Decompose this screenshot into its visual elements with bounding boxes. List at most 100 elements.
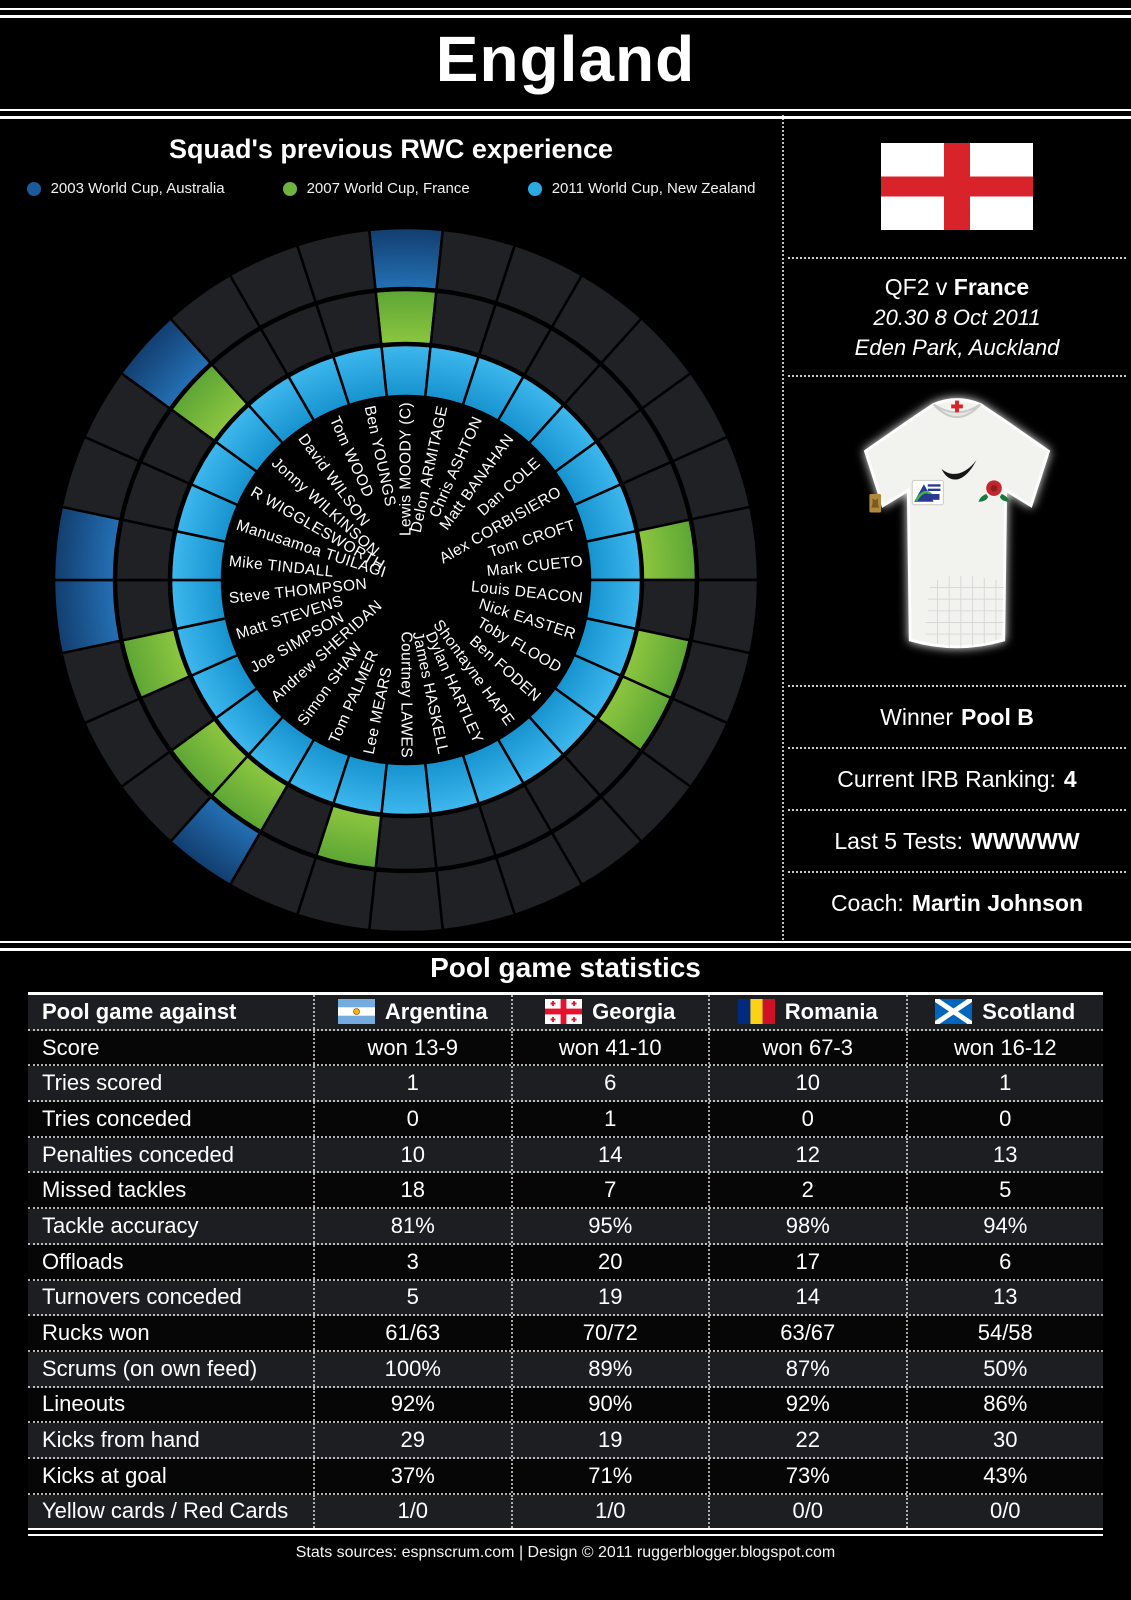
stat-value: 43%: [905, 1458, 1104, 1493]
england-flag: [881, 142, 1033, 230]
stat-value: 30: [905, 1423, 1104, 1457]
table-row: Missed tackles 18 7 2 5: [28, 1173, 1103, 1210]
stat-value: 50%: [905, 1351, 1104, 1386]
stat-label: Scrums (on own feed): [42, 1355, 258, 1381]
stat-value: won 67-3: [708, 1030, 906, 1065]
winner-label: Winner: [880, 703, 953, 730]
stat-value: 73%: [708, 1458, 906, 1493]
winner-value: Pool B: [961, 703, 1034, 730]
stat-value: 6: [905, 1244, 1104, 1279]
stat-value: 19: [510, 1423, 709, 1457]
georgia-flag-icon: [545, 999, 583, 1025]
table-row: Penalties conceded 10 14 12 13: [28, 1137, 1104, 1174]
stat-value: 29: [313, 1423, 511, 1457]
tests-value: WWWWW: [971, 827, 1080, 854]
scotland-flag-icon: [935, 999, 973, 1025]
stat-value: 63/67: [708, 1316, 906, 1350]
top-divider: [0, 8, 1131, 18]
legend-label: 2007 World Cup, France: [306, 180, 470, 197]
stat-value: 0/0: [708, 1494, 906, 1529]
sleeve-patch-icon: [869, 494, 882, 513]
stat-value: 19: [510, 1280, 709, 1315]
collar-cross-icon: [951, 400, 963, 413]
romania-flag-icon: [737, 999, 775, 1025]
legend-dot-icon: [527, 181, 542, 196]
fixture-kickoff: 20.30 8 Oct 2011: [873, 304, 1041, 330]
legend-dot-icon: [26, 181, 41, 196]
player-label: Steve THOMPSON: [228, 576, 368, 607]
table-row: Turnovers conceded 5 19 14 13: [28, 1280, 1103, 1317]
wheel-segment: [374, 814, 438, 872]
opponent-name: Romania: [784, 998, 878, 1024]
stat-value: 0/0: [905, 1494, 1104, 1529]
stat-label: Offloads: [42, 1248, 124, 1274]
stat-label: Tackle accuracy: [42, 1212, 199, 1238]
table-row: Score won 13-9 won 41-10 won 67-3 won 16-12: [28, 1030, 1104, 1067]
wheel-segment: [114, 578, 176, 642]
section-divider: [0, 941, 1131, 951]
stat-value: 1: [313, 1066, 511, 1101]
england-flag-row: [784, 115, 1130, 257]
chart-heading: Squad's previous RWC experience: [168, 134, 614, 164]
opponent-header-cell: Argentina: [313, 995, 511, 1029]
wheel-segment: [690, 505, 760, 582]
wheel-segment: [367, 869, 445, 934]
stat-value: 37%: [313, 1458, 511, 1493]
squad-chart-area: Squad's previous RWC experience 2003 Wor…: [0, 122, 782, 945]
stat-value: 13: [905, 1137, 1104, 1172]
stat-value: 6: [510, 1066, 709, 1101]
stat-value: 89%: [510, 1351, 709, 1386]
table-row: Kicks at goal 37% 71% 73% 43%: [28, 1458, 1104, 1495]
player-label: Courtney LAWES: [398, 632, 415, 759]
opponent-header-cell: Romania: [708, 995, 906, 1029]
jersey-block: [784, 377, 1130, 685]
wheel-segment: [331, 344, 389, 407]
table-row: Scrums (on own feed) 100% 89% 87% 50%: [28, 1351, 1104, 1388]
chart-legend: 2003 World Cup, Australia 2007 World Cup,…: [0, 180, 782, 197]
wheel-segment: [367, 226, 445, 291]
panel-divider: [788, 809, 1126, 811]
stat-value: 14: [708, 1280, 906, 1315]
wheel-segment: [52, 578, 122, 655]
player-label: Lewis MOODY (C): [398, 402, 415, 536]
coach-row: Coach: Martin Johnson: [784, 873, 1130, 933]
table-row: Kicks from hand 29 19 22 30: [28, 1423, 1103, 1459]
legend-item: 2003 World Cup, Australia: [26, 180, 225, 197]
ranking-value: 4: [1063, 765, 1077, 792]
table-row: Tries scored 1 6 10 1: [28, 1066, 1103, 1103]
stat-value: 92%: [313, 1387, 511, 1422]
stat-value: 1/0: [510, 1494, 709, 1529]
stat-value: 7: [510, 1173, 709, 1208]
stat-label: Penalties conceded: [42, 1141, 235, 1167]
legend-item: 2007 World Cup, France: [282, 180, 470, 197]
jersey-grid-texture: [925, 575, 1004, 648]
coach-value: Martin Johnson: [911, 889, 1084, 916]
stat-label: Lineouts: [42, 1391, 126, 1417]
table-row: Lineouts 92% 90% 92% 86%: [28, 1387, 1103, 1424]
rwc2011-logo-icon: [911, 479, 944, 506]
stat-value: 14: [510, 1137, 709, 1172]
stat-label: Rucks won: [42, 1320, 150, 1346]
opponent-header-cell: Scotland: [905, 995, 1104, 1029]
stat-value: 95%: [510, 1209, 709, 1243]
stat-value: 90%: [510, 1387, 709, 1422]
stat-value: won 16-12: [905, 1030, 1104, 1065]
stat-value: 100%: [313, 1351, 511, 1386]
stat-label: Score: [42, 1034, 100, 1060]
panel-divider: [788, 747, 1126, 749]
opponent-name: Georgia: [592, 998, 676, 1024]
stat-label: Yellow cards / Red Cards: [42, 1498, 289, 1524]
stat-value: 0: [313, 1102, 511, 1136]
nike-swoosh-icon: [941, 459, 977, 480]
table-row: Yellow cards / Red Cards 1/0 1/0 0/0 0/0: [28, 1494, 1104, 1531]
stat-value: 10: [708, 1066, 906, 1101]
fixture-block: QF2 v France 20.30 8 Oct 2011 Eden Park,…: [784, 259, 1130, 375]
england-jersey-image: [863, 398, 1051, 649]
stat-value: 71%: [510, 1458, 709, 1493]
fixture-opponent: France: [953, 273, 1030, 300]
panel-divider: [788, 375, 1126, 377]
stat-value: won 13-9: [313, 1030, 511, 1065]
stat-label: Tries conceded: [42, 1105, 192, 1131]
